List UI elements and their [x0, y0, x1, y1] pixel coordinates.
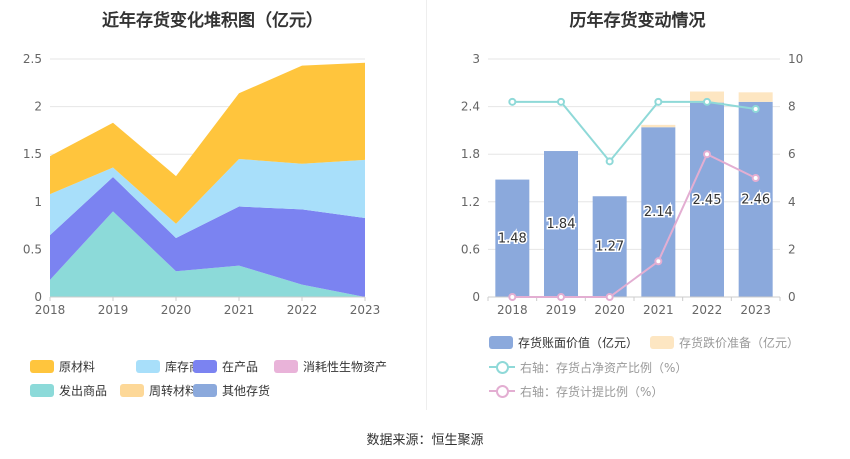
book-value-bar	[738, 101, 773, 297]
area-series-2	[50, 158, 365, 238]
left-x-tick-label: 2023	[350, 303, 381, 317]
right-y2-tick-label: 8	[788, 100, 796, 114]
left-y-tick-label: 2.5	[23, 52, 42, 66]
left-y-tick-label: 1	[34, 195, 42, 209]
bar-data-label: 2.46	[741, 192, 770, 207]
net-asset-ratio-point	[508, 97, 517, 106]
right-y-tick-label: 1.8	[461, 147, 480, 161]
area-series-3	[50, 62, 365, 224]
right-y2-tick-label: 6	[788, 147, 796, 161]
legend-label: 周转材料	[149, 383, 198, 398]
provision-ratio-point	[508, 293, 517, 301]
data-source-footer: 数据来源：恒生聚源	[366, 433, 484, 448]
right-y-tick-label: 0	[472, 290, 480, 304]
bar-data-label: 2.14	[644, 205, 673, 220]
left-legend-item[interactable]: 消耗性生物资产	[274, 358, 387, 374]
right-y-tick-label: 3	[472, 52, 480, 66]
left-x-tick-label: 2020	[161, 303, 192, 317]
legend-swatch	[136, 359, 160, 373]
left-chart-title: 近年存货变化堆积图（亿元）	[102, 11, 323, 31]
legend-label: 其他存货	[222, 383, 271, 398]
left-x-tick-label: 2022	[287, 303, 318, 317]
right-legend-item[interactable]: 右轴：存货占净资产比例（%）	[489, 359, 687, 375]
right-chart-title: 历年存货变动情况	[569, 11, 706, 31]
left-y-tick-label: 2	[34, 100, 42, 114]
net-asset-ratio-point	[751, 104, 760, 113]
right-y-tick-label: 2.4	[461, 100, 480, 114]
provision-bar	[690, 91, 724, 103]
book-value-bar	[592, 196, 627, 297]
net-asset-ratio-point	[703, 97, 711, 106]
book-value-bar	[544, 151, 578, 297]
legend-line-swatch	[489, 384, 515, 398]
right-x-tick-label: 2018	[497, 303, 528, 317]
left-y-tick-label: 0.5	[23, 242, 42, 256]
right-x-tick-label: 2021	[643, 303, 674, 317]
right-y-tick-label: 1.2	[461, 195, 480, 209]
inventory-bar-line-chart: 0 0.6 1.2 1.8 2.4 3 0 2 4 6 8 10 2018 2019 2020 2021 202…	[461, 52, 803, 317]
legend-swatch	[193, 383, 217, 397]
net-asset-ratio-point	[605, 157, 614, 166]
legend-swatch	[274, 359, 298, 373]
bar-data-label: 1.48	[498, 231, 527, 246]
left-x-tick-label: 2019	[98, 303, 129, 317]
provision-ratio-point	[703, 150, 711, 159]
provision-ratio-point	[605, 293, 614, 301]
right-y2-tick-label: 0	[788, 290, 796, 304]
net-asset-ratio-line	[512, 100, 756, 163]
net-asset-ratio-point	[557, 97, 565, 106]
left-y-tick-label: 0	[34, 290, 42, 304]
left-legend-item[interactable]: 在产品	[193, 358, 258, 374]
legend-swatch	[489, 335, 513, 349]
right-y2-tick-label: 4	[788, 195, 796, 209]
legend-swatch	[30, 383, 54, 397]
legend-label: 原材料	[59, 359, 96, 374]
left-legend-item[interactable]: 其他存货	[193, 382, 270, 398]
book-value-bar	[690, 102, 724, 297]
legend-label: 存货跌价准备（亿元）	[679, 335, 800, 350]
right-x-tick-label: 2023	[740, 303, 771, 317]
right-x-tick-label: 2019	[546, 303, 577, 317]
left-legend-item[interactable]: 发出商品	[30, 382, 107, 398]
right-y2-tick-label: 2	[788, 242, 796, 256]
bar-data-label: 1.84	[547, 217, 576, 232]
right-legend-item[interactable]: 存货跌价准备（亿元）	[650, 334, 799, 350]
legend-swatch	[120, 383, 144, 397]
stacked-area-chart: 0 0.5 1 1.5 2 2.5 2018 2019 2020 2021 2022 2023	[23, 52, 381, 317]
legend-label: 消耗性生物资产	[303, 359, 388, 374]
legend-swatch	[650, 335, 674, 349]
legend-label: 在产品	[222, 359, 259, 374]
left-x-tick-label: 2018	[35, 303, 66, 317]
bar-data-label: 1.27	[595, 240, 624, 255]
book-value-bar	[495, 179, 530, 297]
right-legend-item[interactable]: 右轴：存货计提比例（%）	[489, 383, 663, 399]
area-series-1	[50, 177, 365, 297]
provision-ratio-line	[512, 152, 757, 298]
legend-label: 存货账面价值（亿元）	[518, 335, 639, 350]
left-legend-item[interactable]: 周转材料	[120, 382, 197, 398]
provision-ratio-point	[557, 293, 565, 301]
legend-label: 右轴：存货计提比例（%）	[520, 384, 664, 399]
right-legend-item[interactable]: 存货账面价值（亿元）	[489, 334, 638, 350]
legend-label: 发出商品	[59, 383, 108, 398]
legend-swatch	[30, 359, 54, 373]
provision-bar	[738, 92, 773, 102]
right-x-tick-label: 2022	[692, 303, 723, 317]
left-x-tick-label: 2021	[224, 303, 255, 317]
provision-ratio-point	[751, 174, 760, 182]
bar-data-label: 2.45	[693, 193, 722, 208]
left-legend-item[interactable]: 原材料	[30, 358, 95, 374]
right-y2-tick-label: 10	[788, 52, 803, 66]
legend-line-swatch	[489, 360, 515, 374]
net-asset-ratio-point	[654, 97, 663, 106]
legend-label: 右轴：存货占净资产比例（%）	[520, 360, 688, 375]
right-y-tick-label: 0.6	[461, 242, 480, 256]
right-x-tick-label: 2020	[594, 303, 625, 317]
panel-divider	[426, 0, 427, 410]
provision-bar	[641, 124, 676, 128]
legend-swatch	[193, 359, 217, 373]
provision-ratio-point	[654, 257, 663, 266]
area-series-0	[50, 211, 365, 297]
left-y-tick-label: 1.5	[23, 147, 42, 161]
